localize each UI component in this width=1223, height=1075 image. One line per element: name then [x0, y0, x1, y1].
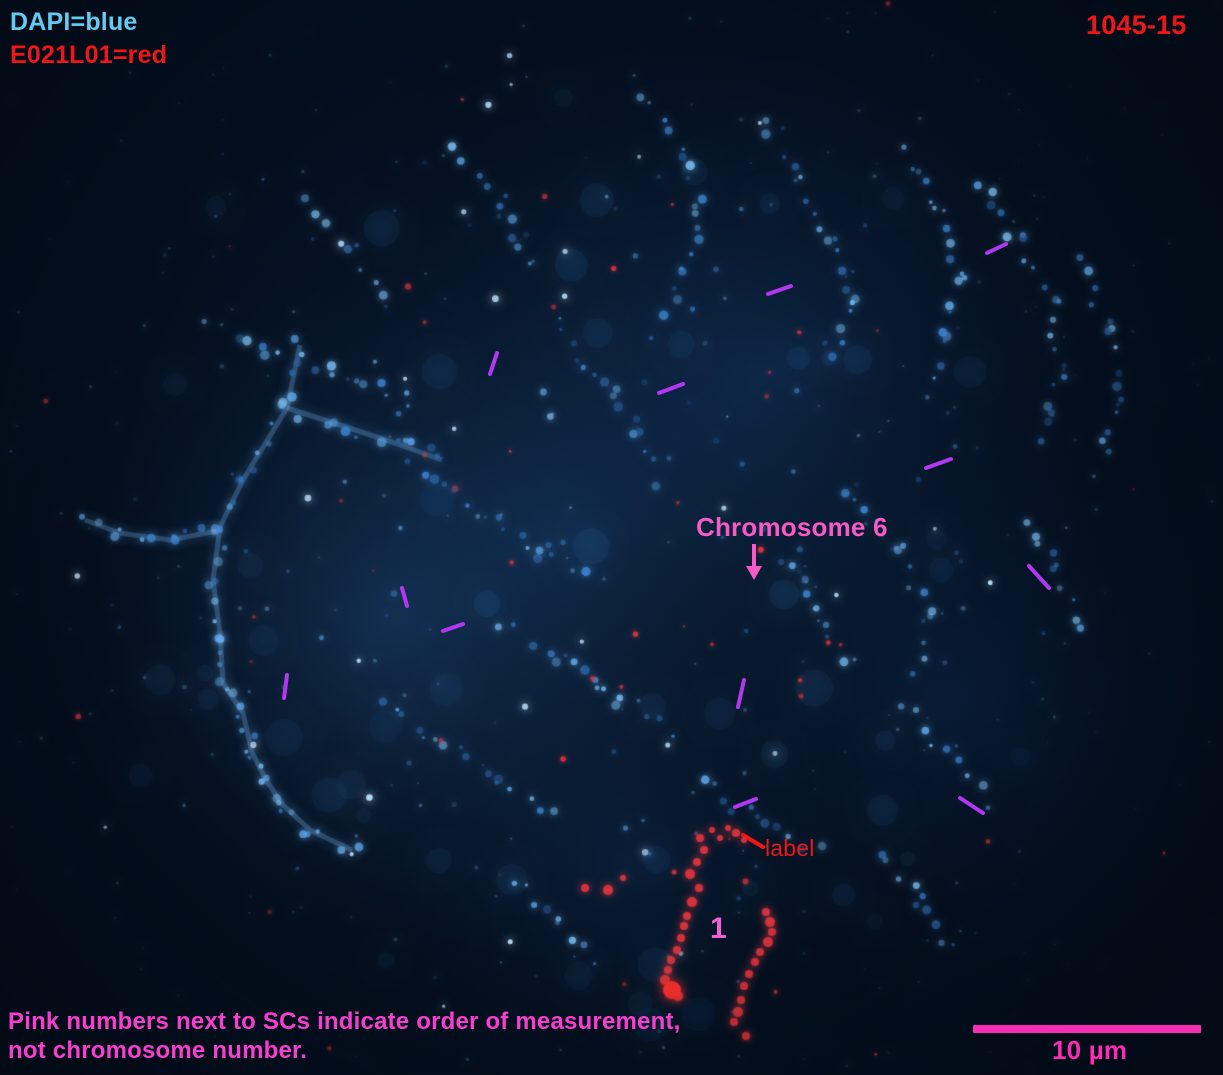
footnote-line-1: Pink numbers next to SCs indicate order … — [8, 1008, 681, 1035]
image-id-label: 1045-15 — [1086, 10, 1187, 40]
chromosome6-label: Chromosome 6 — [696, 512, 888, 542]
scale-bar-label: 10 µm — [1052, 1035, 1128, 1065]
legend-probe-label: E021L01=red — [10, 41, 168, 69]
label-annotation: label — [765, 835, 815, 861]
sc-number-1: 1 — [710, 912, 727, 945]
legend-dapi-label: DAPI=blue — [10, 8, 138, 36]
footnote-line-2: not chromosome number. — [8, 1037, 308, 1064]
footnote-text: Pink numbers next to SCs indicate order … — [8, 1007, 681, 1065]
